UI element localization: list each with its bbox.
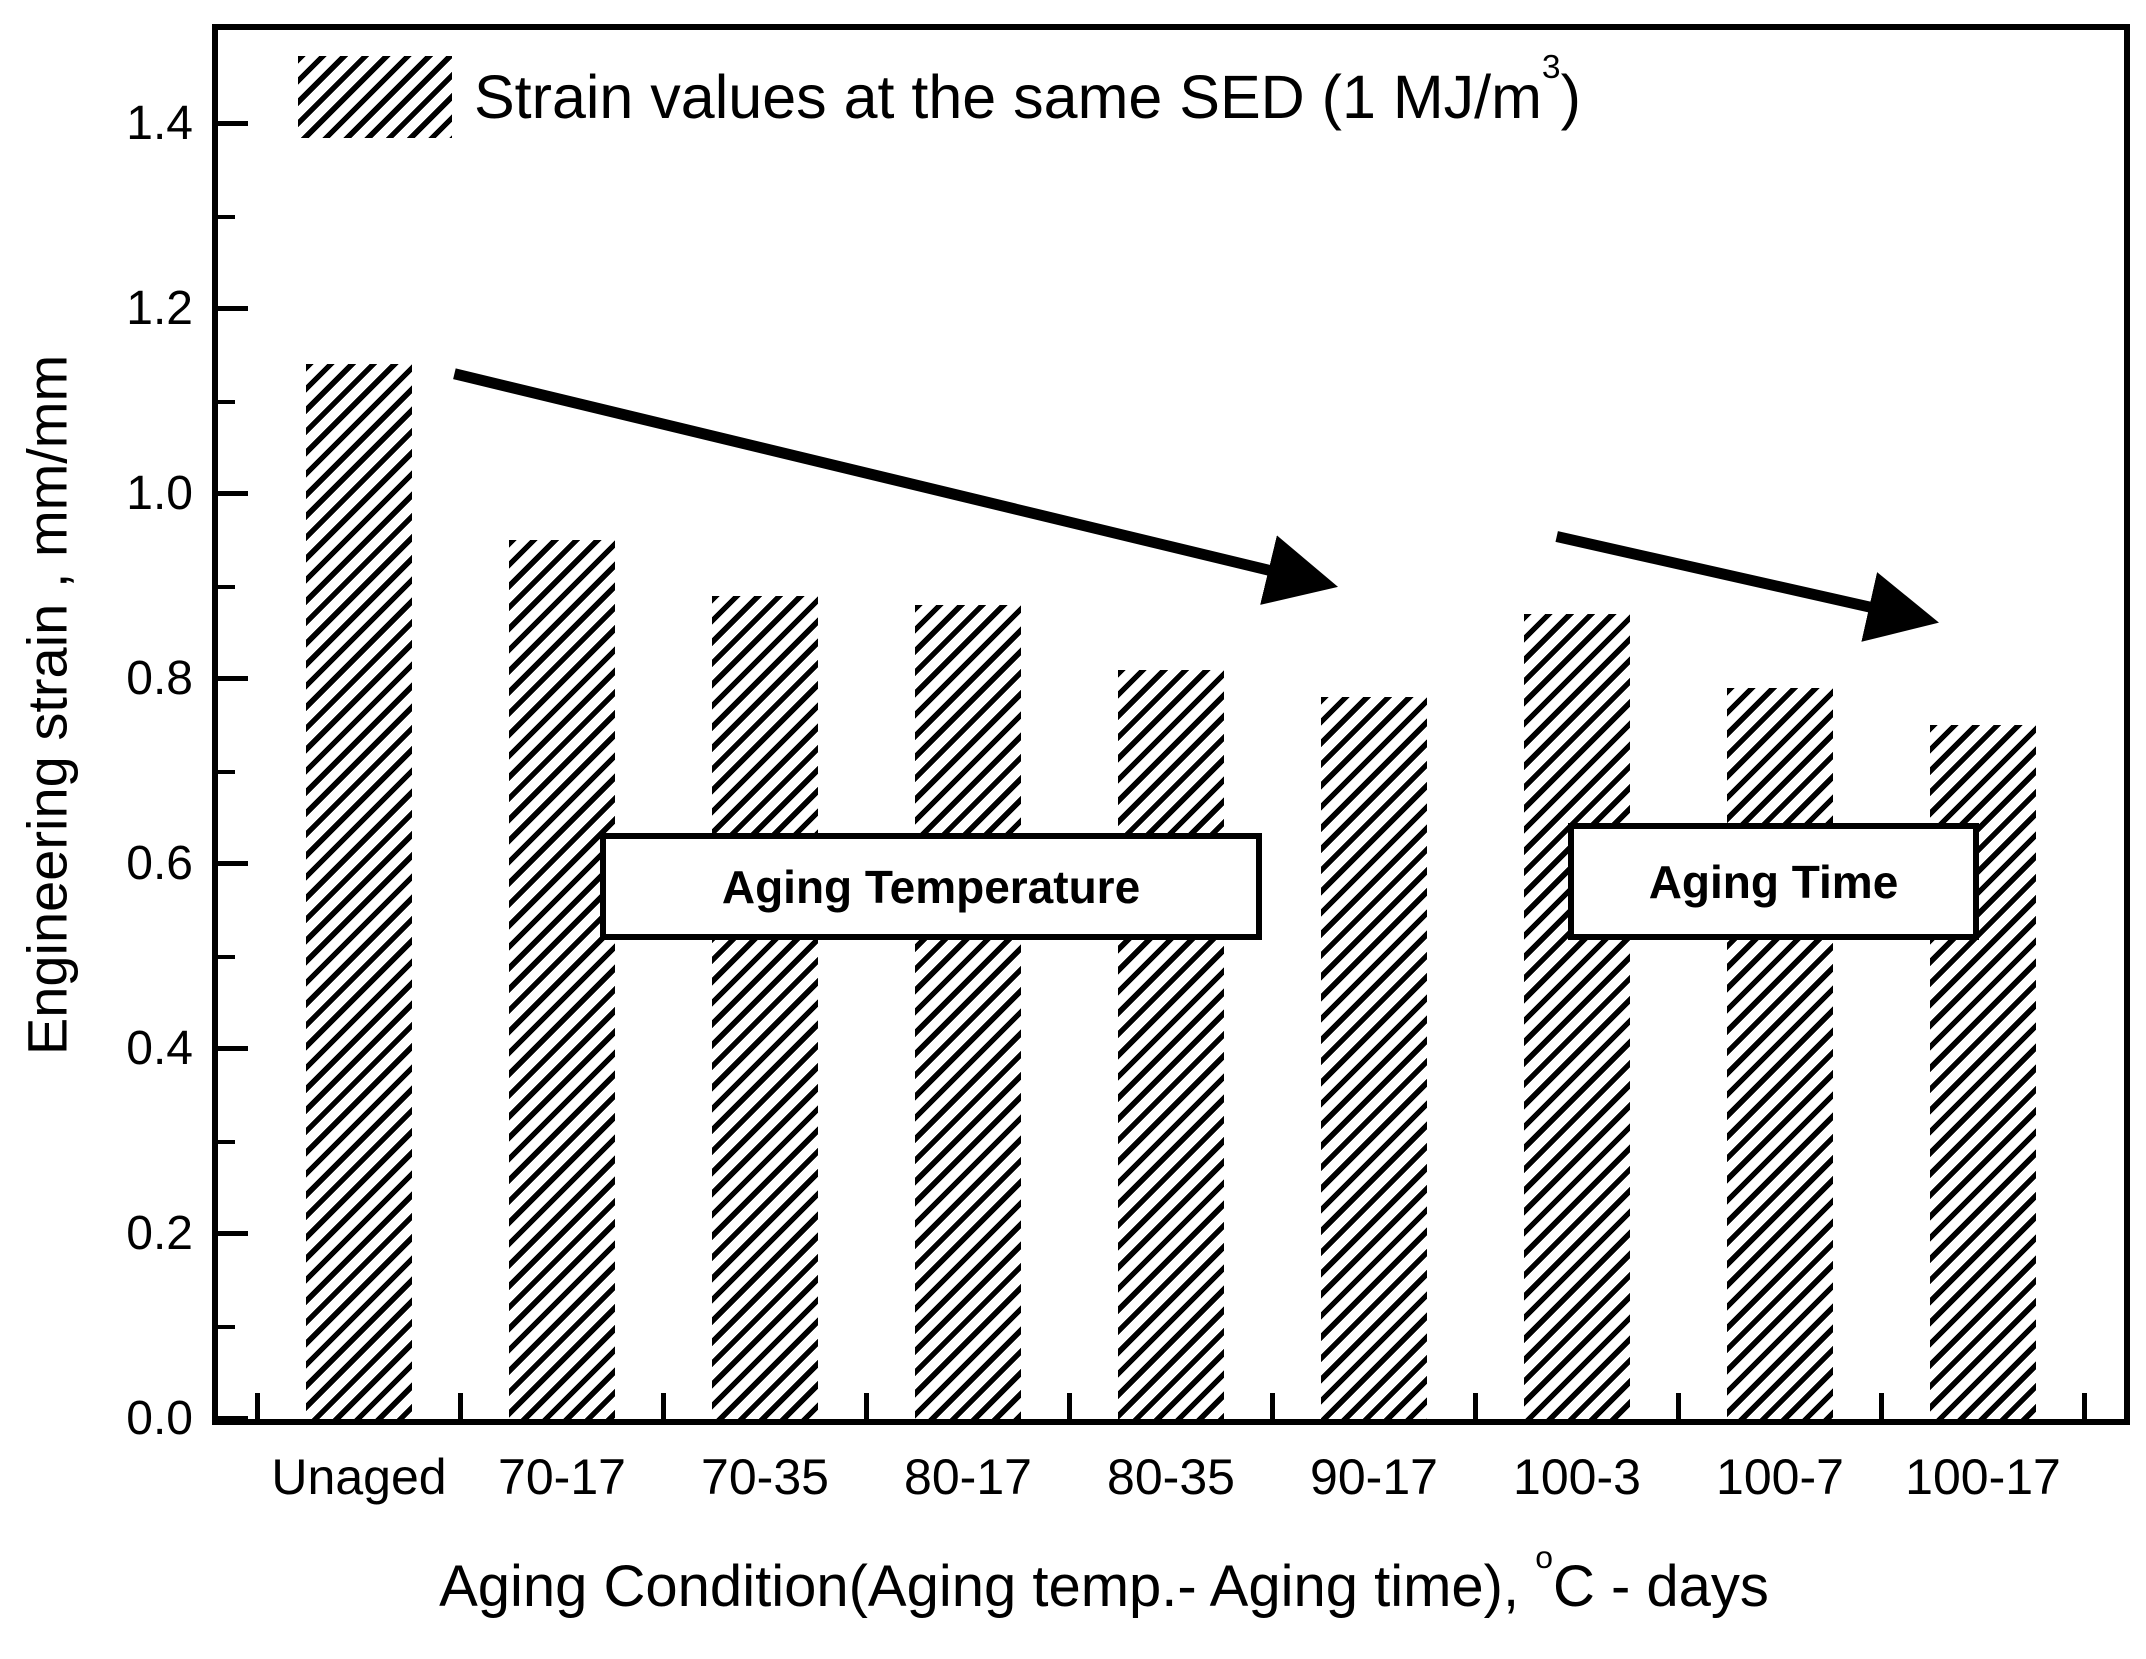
bar [509,540,615,1419]
legend-label: Strain values at the same SED (1 MJ/m3) [474,48,1581,131]
x-tick [1879,1393,1884,1419]
x-category-label: 100-3 [1513,1449,1641,1505]
y-major-tick [218,491,248,496]
y-minor-tick [218,399,235,404]
x-tick [661,1393,666,1419]
bar [1524,614,1630,1419]
y-major-tick [218,861,248,866]
x-tick [1473,1393,1478,1419]
y-tick-label: 0.2 [126,1207,193,1260]
bar [1727,688,1833,1419]
trend-arrow [1555,531,1939,642]
y-tick-label: 0.6 [126,837,193,890]
x-category-label: 80-17 [904,1449,1032,1505]
x-tick [1067,1393,1072,1419]
y-major-tick [218,1231,248,1236]
x-category-label: 70-35 [701,1449,829,1505]
y-major-tick [218,121,248,126]
y-minor-tick [218,954,235,959]
y-tick-label: 1.2 [126,282,193,335]
x-category-label: 90-17 [1310,1449,1438,1505]
plot-area: Strain values at the same SED (1 MJ/m3) … [212,24,2130,1425]
y-tick-label: 1.4 [126,97,193,150]
x-tick [458,1393,463,1419]
y-major-tick [218,306,248,311]
y-major-tick [218,1416,248,1421]
y-tick-label: 0.4 [126,1022,193,1075]
y-major-tick [218,1046,248,1051]
x-tick [1270,1393,1275,1419]
x-category-label: 100-17 [1905,1449,2061,1505]
y-minor-tick [218,584,235,589]
x-tick [864,1393,869,1419]
bar [1321,697,1427,1419]
x-category-label: Unaged [271,1449,447,1505]
bar [1118,670,1224,1419]
x-category-label: 70-17 [498,1449,626,1505]
x-tick [1676,1393,1681,1419]
legend: Strain values at the same SED (1 MJ/m3) [298,48,1581,138]
bar [915,605,1021,1419]
x-tick [255,1393,260,1419]
y-tick-label: 0.0 [126,1392,193,1445]
y-minor-tick [218,769,235,774]
bar [306,364,412,1419]
y-minor-tick [218,214,235,219]
x-axis-title: Aging Condition(Aging temp.- Aging time)… [439,1539,1769,1619]
x-tick [2082,1393,2087,1419]
y-major-tick [218,676,248,681]
y-tick-label: 1.0 [126,467,193,520]
bar [712,596,818,1419]
y-tick-label: 0.8 [126,652,193,705]
y-minor-tick [218,1324,235,1329]
x-category-label: 100-7 [1716,1449,1844,1505]
y-minor-tick [218,1139,235,1144]
legend-hatch-swatch [298,56,452,138]
x-category-label: 80-35 [1107,1449,1235,1505]
aging-time-box: Aging Time [1568,823,1979,940]
aging-temperature-box: Aging Temperature [600,833,1262,940]
